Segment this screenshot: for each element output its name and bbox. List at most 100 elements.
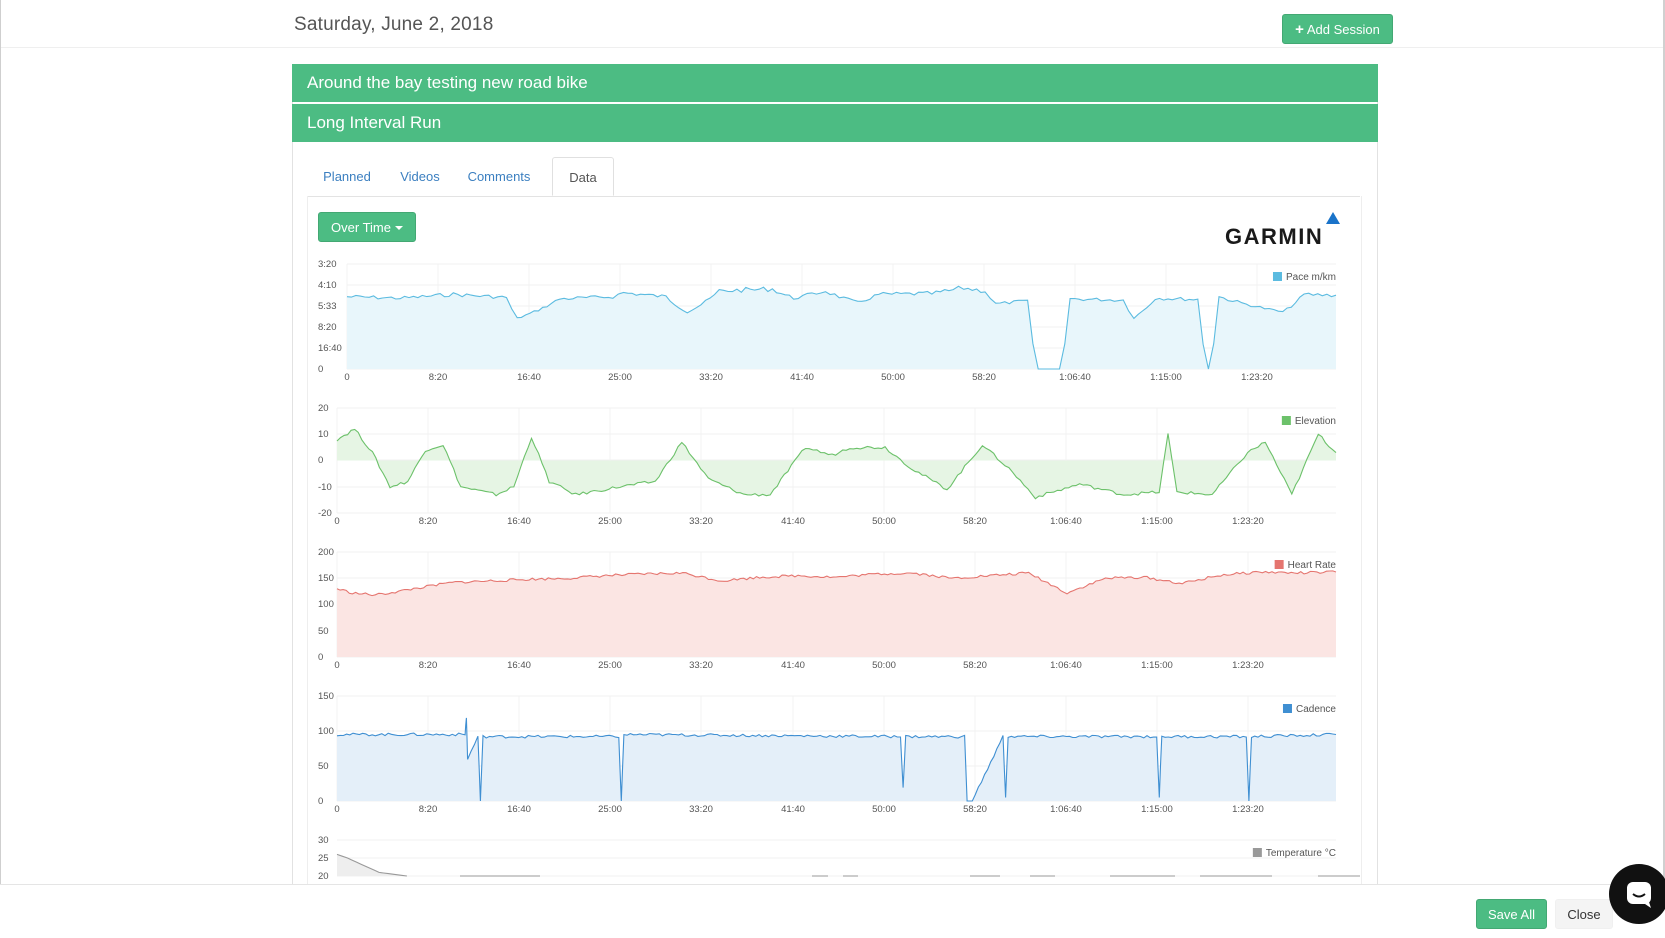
tab-videos[interactable]: Videos (400, 169, 440, 184)
session-header-2[interactable]: Long Interval Run (292, 104, 1378, 142)
legend-swatch (1281, 416, 1291, 425)
x-tick-label: 16:40 (517, 372, 541, 383)
y-tick-label: 0 (318, 652, 323, 663)
legend[interactable]: Cadence (1282, 704, 1336, 715)
series-line (336, 428, 1337, 500)
x-tick-label: 16:40 (507, 804, 531, 815)
x-tick-label: 41:40 (781, 804, 805, 815)
legend-swatch (1272, 272, 1282, 281)
x-tick-label: 1:15:00 (1150, 372, 1182, 383)
tab-comments[interactable]: Comments (467, 169, 531, 184)
x-tick-label: 1:23:20 (1232, 516, 1264, 527)
x-tick-label: 58:20 (963, 516, 987, 527)
plus-icon: + (1295, 20, 1304, 38)
series-area (347, 286, 1336, 369)
tab-planned[interactable]: Planned (323, 169, 371, 184)
series-line (336, 853, 407, 877)
x-tick-label: 33:20 (699, 372, 723, 383)
session-tabs: Planned Videos Comments Data (307, 157, 1360, 197)
x-tick-label: 58:20 (972, 372, 996, 383)
x-tick-label: 41:40 (781, 516, 805, 527)
y-tick-label: 0 (318, 796, 323, 807)
x-tick-label: 58:20 (963, 804, 987, 815)
legend[interactable]: Heart Rate (1274, 560, 1337, 571)
y-tick-label: 200 (318, 547, 334, 558)
x-tick-label: 25:00 (608, 372, 632, 383)
legend-label: Cadence (1296, 704, 1336, 715)
garmin-triangle-icon (1326, 212, 1340, 224)
chat-launcher-button[interactable] (1609, 864, 1665, 924)
x-tick-label: 1:23:20 (1241, 372, 1273, 383)
y-tick-label: 4:10 (318, 280, 337, 291)
x-tick-label: 1:06:40 (1050, 804, 1082, 815)
series-line (336, 570, 1337, 597)
tab-data[interactable]: Data (552, 157, 614, 196)
window-left-edge (0, 0, 1, 937)
x-tick-label: 16:40 (507, 660, 531, 671)
series-area (337, 854, 407, 876)
view-selector-label: Over Time (331, 219, 391, 235)
garmin-wordmark: GARMIN (1225, 224, 1324, 249)
y-tick-label: 0 (318, 364, 323, 375)
y-tick-label: 100 (318, 599, 334, 610)
y-tick-label: 20 (318, 403, 329, 414)
x-tick-label: 8:20 (419, 516, 438, 527)
y-tick-label: 100 (318, 726, 334, 737)
x-tick-label: 1:06:40 (1050, 516, 1082, 527)
legend[interactable]: Elevation (1281, 416, 1336, 427)
chart-4: 30 25 20 Temperature °C (318, 835, 1360, 882)
x-tick-label: 33:20 (689, 660, 713, 671)
x-tick-label: 25:00 (598, 660, 622, 671)
session-header-1[interactable]: Around the bay testing new road bike (292, 64, 1378, 102)
x-tick-label: 0 (334, 660, 339, 671)
x-tick-label: 50:00 (872, 804, 896, 815)
y-tick-label: 10 (318, 429, 329, 440)
x-tick-label: 50:00 (881, 372, 905, 383)
x-tick-label: 50:00 (872, 660, 896, 671)
legend-label: Temperature °C (1266, 848, 1336, 859)
series-line (336, 717, 1337, 802)
chart-0: 3:20 4:10 5:33 8:20 16:40 0 0 8:20 16:40 25:00 33:… (318, 259, 1337, 383)
save-all-button[interactable]: Save All (1476, 899, 1547, 929)
x-tick-label: 1:23:20 (1232, 804, 1264, 815)
y-tick-label: 150 (318, 691, 334, 702)
x-tick-label: 0 (344, 372, 349, 383)
y-tick-label: 16:40 (318, 343, 342, 354)
data-tab-content (307, 196, 1362, 884)
x-tick-label: 25:00 (598, 804, 622, 815)
chat-bubble-icon (1627, 882, 1651, 908)
x-tick-label: 33:20 (689, 804, 713, 815)
legend[interactable]: Temperature °C (1252, 848, 1336, 859)
x-tick-label: 1:06:40 (1050, 660, 1082, 671)
series-area (337, 717, 1336, 801)
series-area (337, 570, 1336, 657)
garmin-logo: GARMIN (1225, 212, 1350, 249)
add-session-button[interactable]: + Add Session (1282, 14, 1393, 44)
x-tick-label: 41:40 (781, 660, 805, 671)
x-tick-label: 1:15:00 (1141, 660, 1173, 671)
x-tick-label: 8:20 (419, 804, 438, 815)
y-tick-label: 0 (318, 455, 323, 466)
page-date-title: Saturday, June 2, 2018 (294, 14, 494, 35)
x-tick-label: 1:06:40 (1059, 372, 1091, 383)
x-tick-label: 33:20 (689, 516, 713, 527)
legend-swatch (1252, 848, 1262, 857)
legend-swatch (1282, 704, 1292, 713)
view-selector-dropdown[interactable]: Over Time (318, 212, 416, 242)
y-tick-label: 50 (318, 761, 329, 772)
y-tick-label: 30 (318, 835, 329, 846)
close-button[interactable]: Close (1555, 899, 1613, 929)
x-tick-label: 1:15:00 (1141, 516, 1173, 527)
y-tick-label: 25 (318, 853, 329, 864)
legend[interactable]: Pace m/km (1272, 272, 1336, 283)
y-tick-label: 3:20 (318, 259, 337, 270)
footer-bar (0, 884, 1665, 938)
x-tick-label: 50:00 (872, 516, 896, 527)
caret-down-icon (394, 226, 403, 230)
x-tick-label: 0 (334, 516, 339, 527)
y-tick-label: 150 (318, 573, 334, 584)
legend-swatch (1274, 560, 1284, 569)
x-tick-label: 1:15:00 (1141, 804, 1173, 815)
x-tick-label: 25:00 (598, 516, 622, 527)
